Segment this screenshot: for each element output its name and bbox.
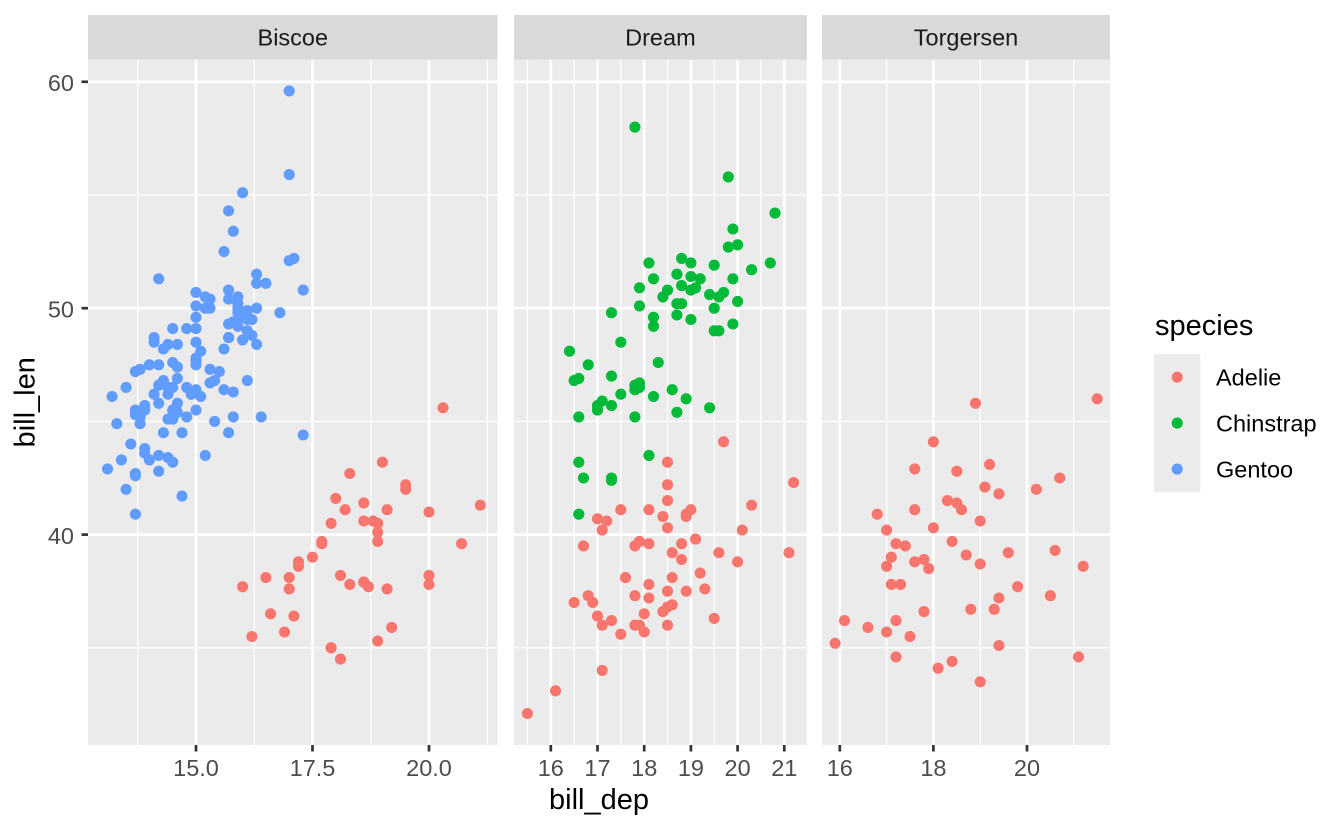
svg-text:16: 16 — [827, 755, 853, 781]
svg-text:bill_dep: bill_dep — [549, 784, 649, 816]
svg-text:21: 21 — [771, 755, 797, 781]
svg-text:Dream: Dream — [625, 25, 696, 51]
svg-text:20.0: 20.0 — [406, 755, 452, 781]
svg-text:17: 17 — [584, 755, 610, 781]
svg-text:17.5: 17.5 — [290, 755, 336, 781]
svg-text:40: 40 — [48, 523, 74, 549]
svg-text:16: 16 — [538, 755, 564, 781]
svg-text:bill_len: bill_len — [10, 357, 42, 447]
svg-text:50: 50 — [48, 296, 74, 322]
svg-text:60: 60 — [48, 70, 74, 96]
svg-text:15.0: 15.0 — [173, 755, 219, 781]
svg-text:Gentoo: Gentoo — [1216, 456, 1293, 482]
svg-text:Chinstrap: Chinstrap — [1216, 410, 1317, 436]
svg-text:Adelie: Adelie — [1216, 364, 1281, 390]
svg-text:20: 20 — [725, 755, 751, 781]
svg-text:18: 18 — [920, 755, 946, 781]
svg-text:19: 19 — [678, 755, 704, 781]
svg-text:Torgersen: Torgersen — [914, 25, 1019, 51]
svg-text:20: 20 — [1014, 755, 1040, 781]
svg-text:species: species — [1155, 310, 1253, 342]
svg-text:18: 18 — [631, 755, 657, 781]
svg-text:Biscoe: Biscoe — [258, 25, 329, 51]
